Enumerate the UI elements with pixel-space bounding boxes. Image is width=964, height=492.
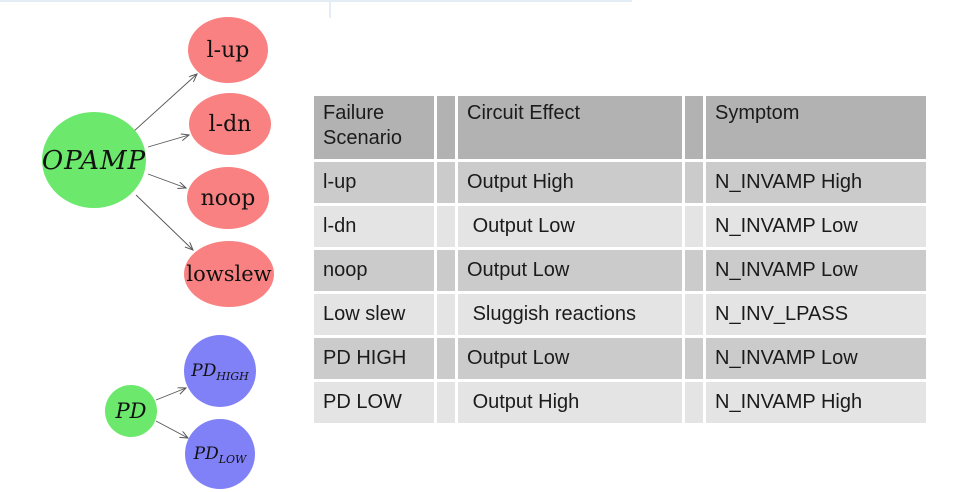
node-pd-low-label-sub: LOW: [218, 453, 248, 466]
edge-pd-pdlow: [155, 420, 188, 438]
table-cell-spacer: [437, 294, 455, 335]
table-cell-symptom: N_INVAMP Low: [706, 250, 926, 291]
table-cell-effect: Sluggish reactions: [458, 294, 682, 335]
edge-pd-pdhigh: [155, 388, 186, 401]
table-cell-scenario: PD LOW: [314, 382, 434, 423]
window-edge-artifact-horizontal: [0, 0, 632, 2]
table-cell-symptom: N_INVAMP High: [706, 382, 926, 423]
node-pd: [105, 385, 157, 437]
table-cell-effect: Output Low: [458, 206, 682, 247]
edge-opamp-lowslew: [135, 194, 193, 250]
table-cell-effect: Output High: [458, 162, 682, 203]
node-lowslew: [184, 241, 274, 307]
table-header-spacer-2: [685, 96, 703, 159]
table-cell-spacer: [685, 162, 703, 203]
table-cell-symptom: N_INVAMP Low: [706, 206, 926, 247]
table-cell-symptom: N_INVAMP High: [706, 162, 926, 203]
node-opamp: [42, 112, 146, 208]
node-l-dn: [189, 93, 271, 155]
node-pd-low: [185, 419, 255, 489]
table-cell-spacer: [437, 206, 455, 247]
table-cell-spacer: [437, 162, 455, 203]
node-pd-low-label-main: PD: [193, 444, 219, 464]
edge-opamp-noop: [147, 173, 186, 188]
table-cell-spacer: [437, 382, 455, 423]
table-cell-effect: Output High: [458, 382, 682, 423]
table-cell-effect: Output Low: [458, 338, 682, 379]
edge-opamp-l-dn: [147, 135, 189, 148]
table-header-symptom: Symptom: [706, 96, 926, 159]
failure-scenario-table: Failure Scenario Circuit Effect Symptom …: [314, 96, 926, 423]
window-edge-artifact-vertical: [329, 0, 331, 18]
table-cell-effect: Output Low: [458, 250, 682, 291]
table-cell-spacer: [685, 338, 703, 379]
table-cell-scenario: l-up: [314, 162, 434, 203]
node-noop: [187, 167, 269, 229]
table-cell-scenario: PD HIGH: [314, 338, 434, 379]
edge-opamp-l-up: [132, 74, 197, 133]
node-pd-high: [184, 335, 256, 407]
table-cell-spacer: [437, 250, 455, 291]
table-cell-spacer: [685, 250, 703, 291]
node-pd-label: PD: [115, 399, 147, 423]
table-cell-spacer: [437, 338, 455, 379]
table-cell-symptom: N_INV_LPASS: [706, 294, 926, 335]
table-cell-scenario: Low slew: [314, 294, 434, 335]
table-cell-spacer: [685, 206, 703, 247]
table-header-failure-scenario: Failure Scenario: [314, 96, 434, 159]
node-noop-label: noop: [201, 186, 256, 211]
table-header-circuit-effect: Circuit Effect: [458, 96, 682, 159]
node-opamp-label: OPAMP: [42, 146, 146, 176]
node-lowslew-label: lowslew: [186, 262, 271, 286]
table-cell-spacer: [685, 294, 703, 335]
table-cell-spacer: [685, 382, 703, 423]
node-pd-high-label-main: PD: [190, 361, 216, 381]
node-pd-high-label: PDHIGH: [190, 361, 249, 383]
table-cell-symptom: N_INVAMP Low: [706, 338, 926, 379]
node-pd-high-label-sub: HIGH: [215, 370, 249, 383]
table-cell-scenario: l-dn: [314, 206, 434, 247]
node-pd-low-label: PDLOW: [193, 444, 248, 466]
node-l-up-label: l-up: [207, 38, 250, 63]
node-l-dn-label: l-dn: [209, 112, 252, 137]
table-header-spacer-1: [437, 96, 455, 159]
table-cell-scenario: noop: [314, 250, 434, 291]
node-l-up: [188, 17, 268, 83]
